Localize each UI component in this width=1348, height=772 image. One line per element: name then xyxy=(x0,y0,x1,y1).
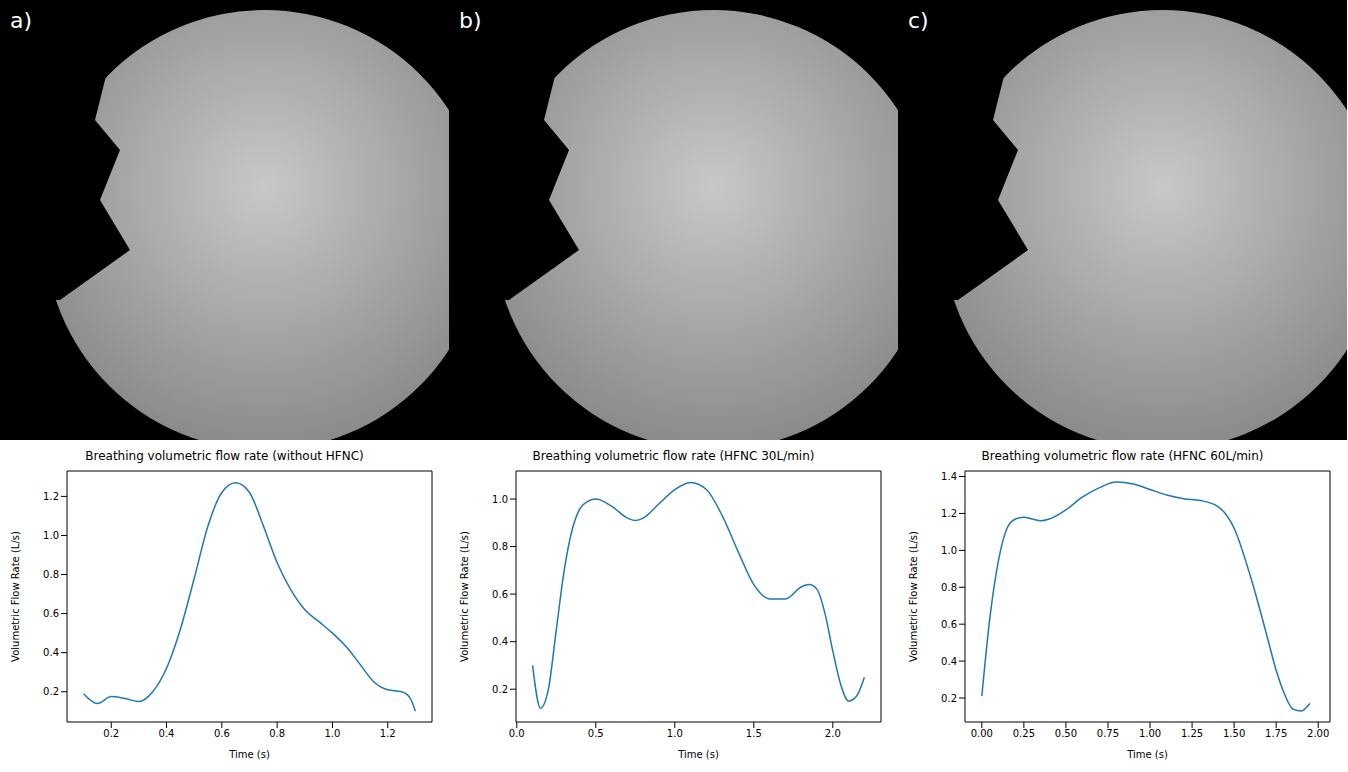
svg-text:0.8: 0.8 xyxy=(941,582,957,593)
svg-text:0.8: 0.8 xyxy=(269,728,285,739)
svg-text:Volumetric Flow Rate (L/s): Volumetric Flow Rate (L/s) xyxy=(907,531,918,662)
svg-text:1.4: 1.4 xyxy=(941,471,957,482)
svg-text:1.0: 1.0 xyxy=(43,530,59,541)
svg-text:0.6: 0.6 xyxy=(941,619,957,630)
svg-text:1.2: 1.2 xyxy=(379,728,395,739)
svg-text:1.0: 1.0 xyxy=(324,728,340,739)
svg-text:0.2: 0.2 xyxy=(941,693,957,704)
svg-text:0.4: 0.4 xyxy=(158,728,174,739)
svg-text:1.0: 1.0 xyxy=(941,545,957,556)
svg-text:1.2: 1.2 xyxy=(941,508,957,519)
svg-text:Volumetric Flow Rate (L/s): Volumetric Flow Rate (L/s) xyxy=(9,531,20,662)
svg-text:Time (s): Time (s) xyxy=(1126,749,1168,760)
svg-text:1.25: 1.25 xyxy=(1180,728,1202,739)
svg-text:0.8: 0.8 xyxy=(492,541,508,552)
svg-text:0.4: 0.4 xyxy=(941,656,957,667)
svg-text:1.2: 1.2 xyxy=(43,491,59,502)
html-text:c): c) xyxy=(908,8,929,33)
svg-text:1.00: 1.00 xyxy=(1138,728,1160,739)
svg-text:0.50: 0.50 xyxy=(1054,728,1076,739)
svg-text:0.8: 0.8 xyxy=(43,569,59,580)
svg-text:1.0: 1.0 xyxy=(666,728,682,739)
svg-text:0.4: 0.4 xyxy=(43,647,59,658)
html-text:b): b) xyxy=(459,8,482,33)
svg-text:Time (s): Time (s) xyxy=(228,749,270,760)
svg-text:Volumetric Flow Rate (L/s): Volumetric Flow Rate (L/s) xyxy=(458,531,469,662)
svg-text:0.6: 0.6 xyxy=(492,589,508,600)
svg-text:0.6: 0.6 xyxy=(43,608,59,619)
html-text:Breathing volumetric flow rate: Breathing volumetric flow rate (without … xyxy=(85,449,364,463)
html-text:Breathing volumetric flow rate: Breathing volumetric flow rate (HFNC 60L… xyxy=(981,449,1264,463)
svg-text:2.00: 2.00 xyxy=(1307,728,1329,739)
svg-text:1.75: 1.75 xyxy=(1265,728,1287,739)
svg-text:0.0: 0.0 xyxy=(508,728,524,739)
html-text:a): a) xyxy=(10,8,33,33)
svg-text:1.5: 1.5 xyxy=(745,728,761,739)
svg-text:0.6: 0.6 xyxy=(213,728,229,739)
svg-text:0.2: 0.2 xyxy=(43,686,59,697)
svg-text:1.0: 1.0 xyxy=(492,494,508,505)
svg-text:2.0: 2.0 xyxy=(824,728,840,739)
svg-text:0.25: 0.25 xyxy=(1012,728,1034,739)
svg-text:Time (s): Time (s) xyxy=(677,749,719,760)
svg-text:0.5: 0.5 xyxy=(587,728,603,739)
svg-text:0.4: 0.4 xyxy=(492,636,508,647)
svg-text:0.2: 0.2 xyxy=(492,684,508,695)
svg-text:1.50: 1.50 xyxy=(1222,728,1244,739)
html-text:Breathing volumetric flow rate: Breathing volumetric flow rate (HFNC 30L… xyxy=(532,449,815,463)
svg-text:0.00: 0.00 xyxy=(970,728,992,739)
svg-text:0.2: 0.2 xyxy=(103,728,119,739)
svg-text:0.75: 0.75 xyxy=(1096,728,1118,739)
